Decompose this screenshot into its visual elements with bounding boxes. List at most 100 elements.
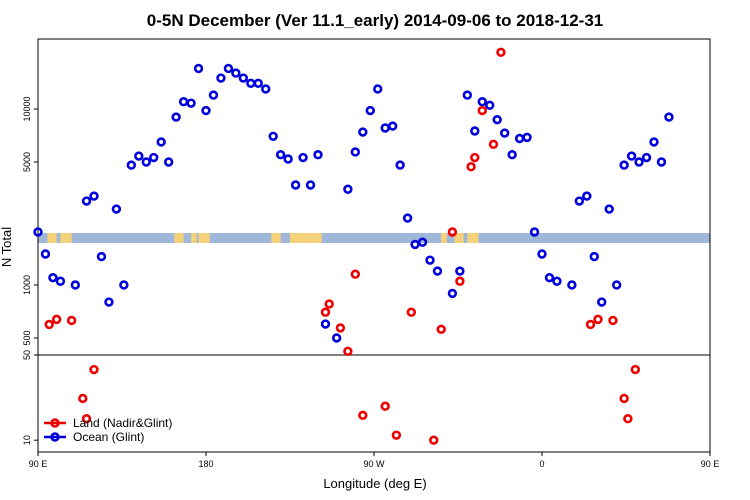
axis-ticks: 90 E 180 90 W 0 90 E 500 1000 5000 10000 10 50 <box>22 97 719 469</box>
ocean-point <box>499 128 510 138</box>
ocean-point <box>40 249 51 259</box>
legend-entry-label: Ocean (Glint) <box>73 430 144 444</box>
ocean-point <box>611 280 622 290</box>
land-point <box>320 307 331 317</box>
ocean-point <box>331 333 342 343</box>
land-point <box>593 314 603 325</box>
ocean-point <box>208 90 219 100</box>
ocean-point <box>163 157 174 167</box>
ocean-point <box>111 204 122 214</box>
land-point <box>343 346 353 356</box>
land-point <box>623 414 633 424</box>
ocean-point <box>395 160 405 170</box>
ocean-point <box>149 152 159 163</box>
land-point <box>630 364 641 375</box>
ocean-point <box>343 184 353 194</box>
ocean-point <box>492 114 502 125</box>
ocean-point <box>425 255 435 265</box>
ocean-point <box>186 98 196 108</box>
land-point <box>429 435 439 445</box>
ocean-point <box>387 121 398 131</box>
ocean-point <box>55 276 66 286</box>
ocean-point <box>567 280 577 290</box>
ocean-point <box>529 227 540 237</box>
y-tick-label-lower: 10 <box>22 435 32 445</box>
ocean-point <box>574 196 585 206</box>
ocean-point <box>104 297 114 307</box>
ocean-point <box>641 152 652 163</box>
land-point <box>455 276 465 286</box>
ocean-point <box>537 249 547 259</box>
ocean-point <box>619 160 629 170</box>
land-point <box>51 314 62 325</box>
x-tick-label: 90 E <box>29 459 48 469</box>
legend-marker <box>50 418 60 428</box>
ocean-point <box>470 126 480 136</box>
ocean-point <box>275 150 286 160</box>
ocean-point <box>238 73 249 83</box>
ocean-point <box>96 251 107 262</box>
ocean-point <box>380 123 390 133</box>
ocean-point <box>649 137 659 147</box>
y-axis-label: N Total <box>0 227 14 267</box>
land-point <box>470 152 480 163</box>
ocean-point <box>246 78 256 89</box>
ocean-point <box>253 78 263 89</box>
ocean-point <box>313 150 323 160</box>
ocean-point <box>350 147 361 157</box>
x-axis-label: Longitude (deg E) <box>323 476 426 491</box>
ocean-point <box>417 237 428 247</box>
land-point <box>350 269 361 279</box>
ocean-point <box>48 272 58 283</box>
legend-entry-label: Land (Nadir&Glint) <box>73 416 172 430</box>
ocean-point <box>664 112 674 122</box>
ocean-point <box>656 157 667 167</box>
ocean-point <box>582 191 592 201</box>
ocean-point <box>455 266 465 276</box>
x-tick-label: 90 W <box>363 459 385 469</box>
ocean-point <box>373 84 383 94</box>
y-tick-label-upper: 1000 <box>22 275 32 295</box>
ocean-point <box>589 251 599 262</box>
ocean-point <box>126 160 137 170</box>
land-band-patch <box>441 233 447 243</box>
ocean-point <box>141 157 151 167</box>
ocean-point <box>320 319 331 329</box>
ocean-point <box>410 239 420 250</box>
y-tick-label-lower: 50 <box>22 350 32 360</box>
land-band-patch <box>454 233 464 243</box>
ocean-point <box>477 97 487 107</box>
ocean-point <box>178 97 189 107</box>
ocean-point <box>193 63 204 74</box>
land-point <box>335 323 346 333</box>
land-band-patch <box>271 233 281 243</box>
y-tick-label-upper: 5000 <box>22 152 32 172</box>
land-point <box>488 139 499 150</box>
ocean-point <box>305 180 316 190</box>
land-point <box>436 324 446 334</box>
y-tick-label-upper: 500 <box>22 330 32 345</box>
land-point <box>78 393 88 404</box>
ocean-point <box>134 151 144 161</box>
land-band-patch <box>290 233 322 243</box>
ocean-point <box>81 196 92 206</box>
ocean-point <box>231 68 241 78</box>
land-point <box>466 162 476 172</box>
plot-border <box>37 38 711 453</box>
land-point <box>66 315 77 326</box>
plot-frame <box>37 38 711 453</box>
land-point <box>619 393 629 404</box>
ocean-point <box>507 150 517 160</box>
x-tick-label: 90 E <box>701 459 720 469</box>
x-tick-label: 0 <box>539 459 544 469</box>
ocean-point <box>544 272 555 283</box>
ocean-point <box>626 151 637 161</box>
ocean-point <box>33 227 43 237</box>
land-point <box>447 227 458 237</box>
ocean-point <box>298 152 308 163</box>
land-band-patch <box>191 233 197 243</box>
ocean-point <box>358 127 368 137</box>
background-bands <box>38 233 710 243</box>
ocean-point <box>261 84 271 94</box>
